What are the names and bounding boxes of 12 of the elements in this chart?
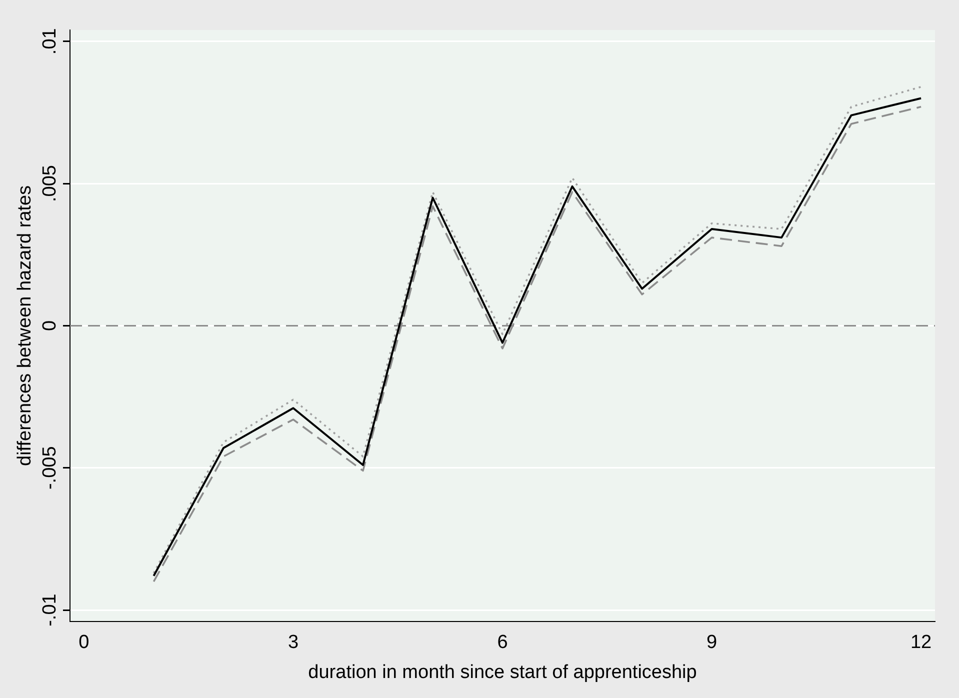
x-tick-label: 6 (497, 632, 508, 654)
x-tick-label: 3 (288, 632, 299, 654)
y-tick-label: -.01 (40, 594, 61, 626)
x-axis-title: duration in month since start of apprenticeship (308, 662, 697, 683)
y-tick-label: .005 (40, 165, 61, 202)
x-tick-label: 0 (78, 632, 90, 654)
y-tick-label: .01 (40, 28, 61, 55)
y-axis-title: differences between hazard rates (14, 185, 36, 466)
x-tick-label: 9 (706, 632, 718, 654)
y-tick-label: -.005 (40, 446, 61, 490)
y-tick-label: 0 (40, 320, 61, 331)
x-tick-label: 12 (910, 632, 932, 654)
